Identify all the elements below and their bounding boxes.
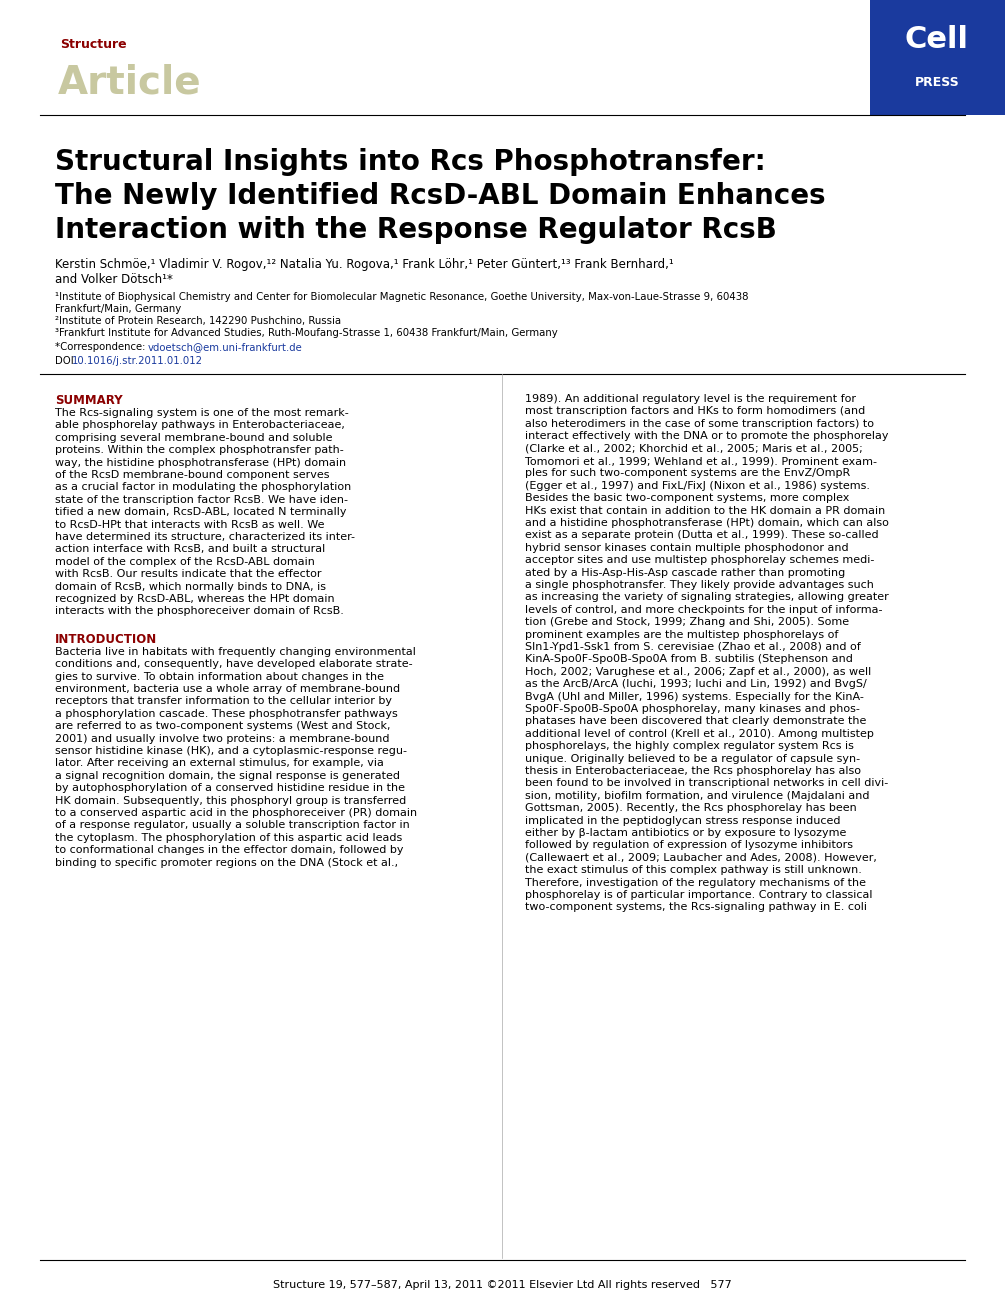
Text: Hoch, 2002; Varughese et al., 2006; Zapf et al., 2000), as well: Hoch, 2002; Varughese et al., 2006; Zapf… xyxy=(525,667,871,677)
Text: Article: Article xyxy=(58,63,202,100)
Text: sensor histidine kinase (HK), and a cytoplasmic-response regu-: sensor histidine kinase (HK), and a cyto… xyxy=(55,746,407,756)
Text: Tomomori et al., 1999; Wehland et al., 1999). Prominent exam-: Tomomori et al., 1999; Wehland et al., 1… xyxy=(525,455,877,466)
Text: 10.1016/j.str.2011.01.012: 10.1016/j.str.2011.01.012 xyxy=(72,356,203,365)
Text: the cytoplasm. The phosphorylation of this aspartic acid leads: the cytoplasm. The phosphorylation of th… xyxy=(55,833,402,843)
Text: a signal recognition domain, the signal response is generated: a signal recognition domain, the signal … xyxy=(55,771,400,780)
Text: (Egger et al., 1997) and FixL/FixJ (Nixon et al., 1986) systems.: (Egger et al., 1997) and FixL/FixJ (Nixo… xyxy=(525,480,870,491)
Text: binding to specific promoter regions on the DNA (Stock et al.,: binding to specific promoter regions on … xyxy=(55,857,398,868)
Text: phosphorelay is of particular importance. Contrary to classical: phosphorelay is of particular importance… xyxy=(525,890,872,900)
Text: ³Frankfurt Institute for Advanced Studies, Ruth-Moufang-Strasse 1, 60438 Frankfu: ³Frankfurt Institute for Advanced Studie… xyxy=(55,328,558,338)
Text: of the RcsD membrane-bound component serves: of the RcsD membrane-bound component ser… xyxy=(55,470,330,480)
Text: followed by regulation of expression of lysozyme inhibitors: followed by regulation of expression of … xyxy=(525,840,853,851)
Text: Kerstin Schmöe,¹ Vladimir V. Rogov,¹² Natalia Yu. Rogova,¹ Frank Löhr,¹ Peter Gü: Kerstin Schmöe,¹ Vladimir V. Rogov,¹² Na… xyxy=(55,258,673,271)
Text: the exact stimulus of this complex pathway is still unknown.: the exact stimulus of this complex pathw… xyxy=(525,865,862,876)
Text: Therefore, investigation of the regulatory mechanisms of the: Therefore, investigation of the regulato… xyxy=(525,877,866,887)
Text: with RcsB. Our results indicate that the effector: with RcsB. Our results indicate that the… xyxy=(55,569,322,579)
Text: INTRODUCTION: INTRODUCTION xyxy=(55,633,157,646)
Text: and Volker Dötsch¹*: and Volker Dötsch¹* xyxy=(55,273,173,286)
Text: have determined its structure, characterized its inter-: have determined its structure, character… xyxy=(55,532,355,542)
Text: (Callewaert et al., 2009; Laubacher and Ades, 2008). However,: (Callewaert et al., 2009; Laubacher and … xyxy=(525,852,877,863)
Text: Spo0F-Spo0B-Spo0A phosphorelay, many kinases and phos-: Spo0F-Spo0B-Spo0A phosphorelay, many kin… xyxy=(525,703,860,714)
Text: gies to survive. To obtain information about changes in the: gies to survive. To obtain information a… xyxy=(55,672,384,681)
Text: (Clarke et al., 2002; Khorchid et al., 2005; Maris et al., 2005;: (Clarke et al., 2002; Khorchid et al., 2… xyxy=(525,444,862,454)
Text: as the ArcB/ArcA (Iuchi, 1993; Iuchi and Lin, 1992) and BvgS/: as the ArcB/ArcA (Iuchi, 1993; Iuchi and… xyxy=(525,679,866,689)
Text: 1989). An additional regulatory level is the requirement for: 1989). An additional regulatory level is… xyxy=(525,394,856,405)
Text: action interface with RcsB, and built a structural: action interface with RcsB, and built a … xyxy=(55,544,326,555)
Text: implicated in the peptidoglycan stress response induced: implicated in the peptidoglycan stress r… xyxy=(525,816,840,826)
Text: phatases have been discovered that clearly demonstrate the: phatases have been discovered that clear… xyxy=(525,716,866,727)
Text: lator. After receiving an external stimulus, for example, via: lator. After receiving an external stimu… xyxy=(55,758,384,769)
Text: Besides the basic two-component systems, more complex: Besides the basic two-component systems,… xyxy=(525,493,849,504)
Text: as increasing the variety of signaling strategies, allowing greater: as increasing the variety of signaling s… xyxy=(525,592,888,603)
Text: Bacteria live in habitats with frequently changing environmental: Bacteria live in habitats with frequentl… xyxy=(55,647,416,656)
Text: SUMMARY: SUMMARY xyxy=(55,394,123,407)
Text: interact effectively with the DNA or to promote the phosphorelay: interact effectively with the DNA or to … xyxy=(525,431,888,441)
Text: unique. Originally believed to be a regulator of capsule syn-: unique. Originally believed to be a regu… xyxy=(525,753,860,763)
Text: Structural Insights into Rcs Phosphotransfer:: Structural Insights into Rcs Phosphotran… xyxy=(55,147,766,176)
Text: by autophosphorylation of a conserved histidine residue in the: by autophosphorylation of a conserved hi… xyxy=(55,783,405,793)
Text: interacts with the phosphoreceiver domain of RcsB.: interacts with the phosphoreceiver domai… xyxy=(55,607,344,616)
Text: DOI: DOI xyxy=(55,356,77,365)
Text: receptors that transfer information to the cellular interior by: receptors that transfer information to t… xyxy=(55,697,392,706)
Text: also heterodimers in the case of some transcription factors) to: also heterodimers in the case of some tr… xyxy=(525,419,874,429)
Text: ples for such two-component systems are the EnvZ/OmpR: ples for such two-component systems are … xyxy=(525,468,850,479)
Text: as a crucial factor in modulating the phosphorylation: as a crucial factor in modulating the ph… xyxy=(55,483,352,492)
Text: most transcription factors and HKs to form homodimers (and: most transcription factors and HKs to fo… xyxy=(525,406,865,416)
Text: domain of RcsB, which normally binds to DNA, is: domain of RcsB, which normally binds to … xyxy=(55,582,326,591)
Text: Sln1-Ypd1-Ssk1 from S. cerevisiae (Zhao et al., 2008) and of: Sln1-Ypd1-Ssk1 from S. cerevisiae (Zhao … xyxy=(525,642,860,652)
Text: The Newly Identified RcsD-ABL Domain Enhances: The Newly Identified RcsD-ABL Domain Enh… xyxy=(55,181,826,210)
Text: environment, bacteria use a whole array of membrane-bound: environment, bacteria use a whole array … xyxy=(55,684,400,694)
Text: been found to be involved in transcriptional networks in cell divi-: been found to be involved in transcripti… xyxy=(525,778,888,788)
Text: exist as a separate protein (Dutta et al., 1999). These so-called: exist as a separate protein (Dutta et al… xyxy=(525,530,878,540)
Text: two-component systems, the Rcs-signaling pathway in E. coli: two-component systems, the Rcs-signaling… xyxy=(525,902,867,912)
Text: vdoetsch@em.uni-frankfurt.de: vdoetsch@em.uni-frankfurt.de xyxy=(148,342,303,352)
Text: levels of control, and more checkpoints for the input of informa-: levels of control, and more checkpoints … xyxy=(525,604,882,615)
Bar xyxy=(870,0,1005,115)
Text: prominent examples are the multistep phosphorelays of: prominent examples are the multistep pho… xyxy=(525,629,838,639)
Text: to a conserved aspartic acid in the phosphoreceiver (PR) domain: to a conserved aspartic acid in the phos… xyxy=(55,808,417,818)
Text: way, the histidine phosphotransferase (HPt) domain: way, the histidine phosphotransferase (H… xyxy=(55,458,346,467)
Text: Structure: Structure xyxy=(60,39,127,51)
Text: to RcsD-HPt that interacts with RcsB as well. We: to RcsD-HPt that interacts with RcsB as … xyxy=(55,519,325,530)
Text: additional level of control (Krell et al., 2010). Among multistep: additional level of control (Krell et al… xyxy=(525,728,874,739)
Text: ²Institute of Protein Research, 142290 Pushchino, Russia: ²Institute of Protein Research, 142290 P… xyxy=(55,316,341,326)
Text: recognized by RcsD-ABL, whereas the HPt domain: recognized by RcsD-ABL, whereas the HPt … xyxy=(55,594,335,604)
Text: of a response regulator, usually a soluble transcription factor in: of a response regulator, usually a solub… xyxy=(55,821,410,830)
Text: acceptor sites and use multistep phosphorelay schemes medi-: acceptor sites and use multistep phospho… xyxy=(525,555,874,565)
Text: able phosphorelay pathways in Enterobacteriaceae,: able phosphorelay pathways in Enterobact… xyxy=(55,420,345,431)
Text: 2001) and usually involve two proteins: a membrane-bound: 2001) and usually involve two proteins: … xyxy=(55,733,390,744)
Text: state of the transcription factor RcsB. We have iden-: state of the transcription factor RcsB. … xyxy=(55,495,348,505)
Text: comprising several membrane-bound and soluble: comprising several membrane-bound and so… xyxy=(55,433,333,442)
Text: Gottsman, 2005). Recently, the Rcs phosphorelay has been: Gottsman, 2005). Recently, the Rcs phosp… xyxy=(525,803,856,813)
Text: proteins. Within the complex phosphotransfer path-: proteins. Within the complex phosphotran… xyxy=(55,445,344,455)
Text: thesis in Enterobacteriaceae, the Rcs phosphorelay has also: thesis in Enterobacteriaceae, the Rcs ph… xyxy=(525,766,861,776)
Text: sion, motility, biofilm formation, and virulence (Majdalani and: sion, motility, biofilm formation, and v… xyxy=(525,791,869,801)
Text: Interaction with the Response Regulator RcsB: Interaction with the Response Regulator … xyxy=(55,217,777,244)
Text: either by β-lactam antibiotics or by exposure to lysozyme: either by β-lactam antibiotics or by exp… xyxy=(525,827,846,838)
Text: Frankfurt/Main, Germany: Frankfurt/Main, Germany xyxy=(55,304,181,315)
Text: KinA-Spo0F-Spo0B-Spo0A from B. subtilis (Stephenson and: KinA-Spo0F-Spo0B-Spo0A from B. subtilis … xyxy=(525,654,853,664)
Text: tified a new domain, RcsD-ABL, located N terminally: tified a new domain, RcsD-ABL, located N… xyxy=(55,508,347,517)
Text: PRESS: PRESS xyxy=(915,76,960,89)
Text: *Correspondence:: *Correspondence: xyxy=(55,342,149,352)
Text: a phosphorylation cascade. These phosphotransfer pathways: a phosphorylation cascade. These phospho… xyxy=(55,709,398,719)
Text: Structure 19, 577–587, April 13, 2011 ©2011 Elsevier Ltd All rights reserved   5: Structure 19, 577–587, April 13, 2011 ©2… xyxy=(272,1280,732,1291)
Text: The Rcs-signaling system is one of the most remark-: The Rcs-signaling system is one of the m… xyxy=(55,408,349,418)
Text: tion (Grebe and Stock, 1999; Zhang and Shi, 2005). Some: tion (Grebe and Stock, 1999; Zhang and S… xyxy=(525,617,849,628)
Text: are referred to as two-component systems (West and Stock,: are referred to as two-component systems… xyxy=(55,722,391,731)
Text: model of the complex of the RcsD-ABL domain: model of the complex of the RcsD-ABL dom… xyxy=(55,557,315,566)
Text: hybrid sensor kinases contain multiple phosphodonor and: hybrid sensor kinases contain multiple p… xyxy=(525,543,848,553)
Text: and a histidine phosphotransferase (HPt) domain, which can also: and a histidine phosphotransferase (HPt)… xyxy=(525,518,888,529)
Text: HKs exist that contain in addition to the HK domain a PR domain: HKs exist that contain in addition to th… xyxy=(525,505,885,515)
Text: a single phosphotransfer. They likely provide advantages such: a single phosphotransfer. They likely pr… xyxy=(525,579,874,590)
Text: BvgA (Uhl and Miller, 1996) systems. Especially for the KinA-: BvgA (Uhl and Miller, 1996) systems. Esp… xyxy=(525,692,864,702)
Text: conditions and, consequently, have developed elaborate strate-: conditions and, consequently, have devel… xyxy=(55,659,413,669)
Text: Cell: Cell xyxy=(904,26,969,55)
Text: ¹Institute of Biophysical Chemistry and Center for Biomolecular Magnetic Resonan: ¹Institute of Biophysical Chemistry and … xyxy=(55,292,749,301)
Text: HK domain. Subsequently, this phosphoryl group is transferred: HK domain. Subsequently, this phosphoryl… xyxy=(55,796,406,805)
Text: to conformational changes in the effector domain, followed by: to conformational changes in the effecto… xyxy=(55,846,403,855)
Text: phosphorelays, the highly complex regulator system Rcs is: phosphorelays, the highly complex regula… xyxy=(525,741,854,752)
Text: ated by a His-Asp-His-Asp cascade rather than promoting: ated by a His-Asp-His-Asp cascade rather… xyxy=(525,568,845,578)
